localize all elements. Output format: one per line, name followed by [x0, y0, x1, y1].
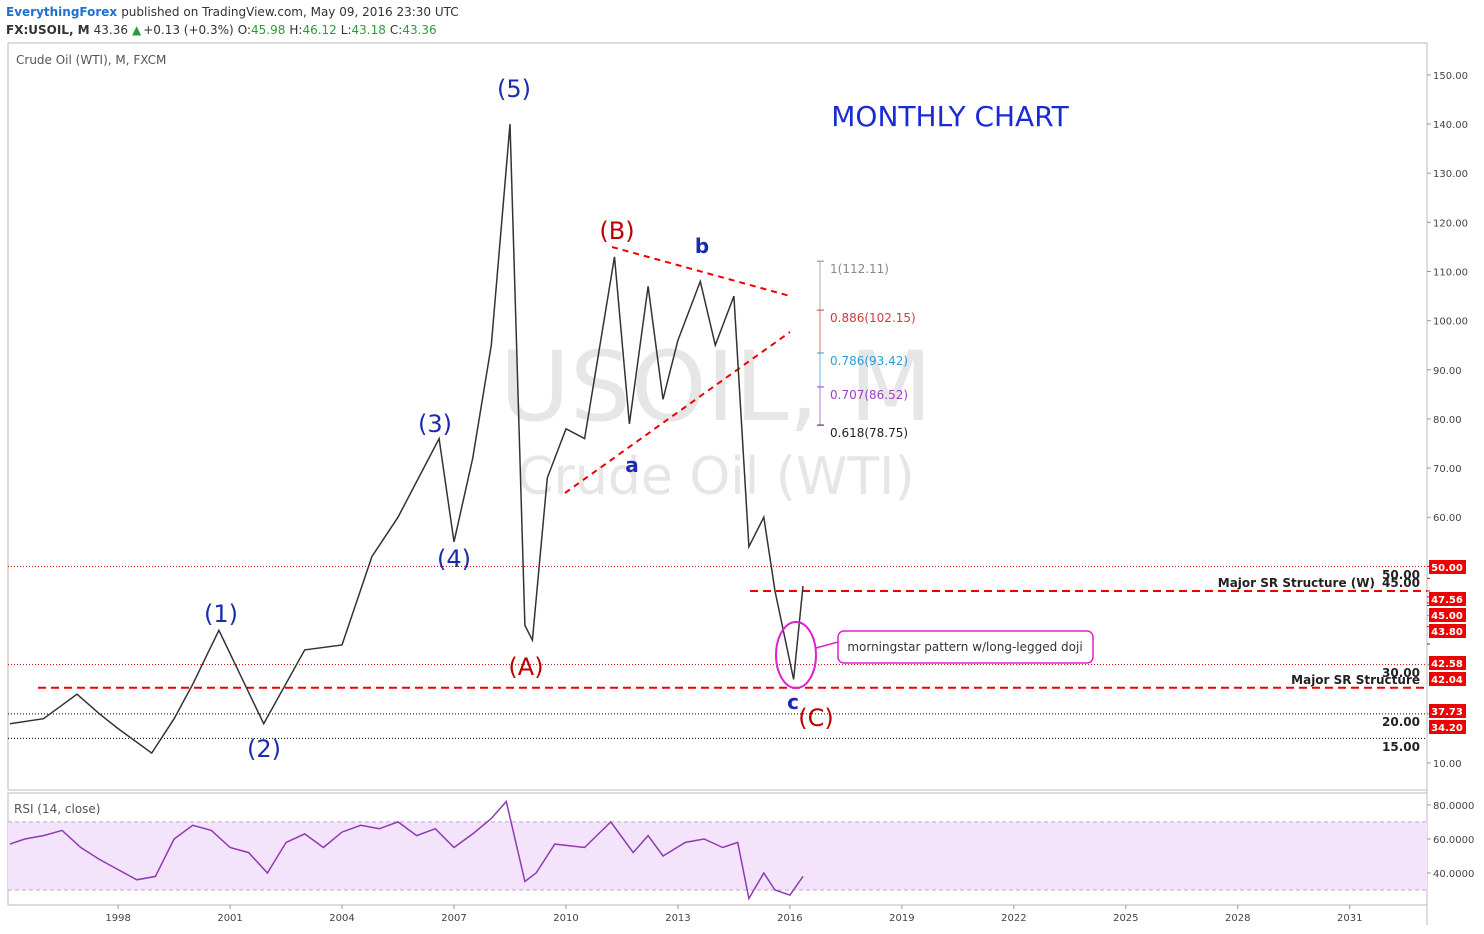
symbol: FX:USOIL, M	[6, 23, 90, 37]
y-tick-label: 80.0000	[1433, 801, 1474, 812]
callout-box	[837, 630, 1094, 664]
wave-label: (5)	[497, 75, 531, 103]
level-text: 45.00	[1382, 576, 1420, 590]
callout-pointer	[815, 641, 839, 649]
y-tick-label: 40.0000	[1433, 869, 1474, 880]
y-tick-label: 60.0000	[1433, 835, 1474, 846]
price-tag-label: 47.56	[1431, 595, 1463, 606]
y-tick-label: 80.00	[1433, 415, 1462, 426]
price-tag	[1429, 656, 1466, 670]
o-label: O:	[238, 23, 251, 37]
x-tick-label: 2031	[1337, 913, 1362, 924]
wave-label: a	[625, 453, 639, 477]
watermark: USOIL, M	[500, 331, 932, 443]
series-line	[9, 799, 804, 901]
price-tag	[1429, 560, 1466, 574]
price-tag-label: 42.04	[1431, 675, 1463, 686]
highlight	[775, 621, 817, 689]
low: 43.18	[352, 23, 386, 37]
watermark: Crude Oil (WTI)	[517, 447, 915, 507]
wave-label: (3)	[418, 410, 452, 438]
header-line2: FX:USOIL, M 43.36 ▲ +0.13 (+0.3%) O:45.98 H:4…	[6, 23, 437, 37]
wave-label: (A)	[508, 653, 543, 681]
price-tag	[1429, 704, 1466, 718]
x-tick-label: 2019	[889, 913, 914, 924]
y-tick-label: 10.00	[1433, 759, 1462, 770]
wave-label: (B)	[599, 217, 634, 245]
price-tag	[1429, 608, 1466, 622]
x-tick-label: 2001	[217, 913, 242, 924]
x-tick-label: 2010	[553, 913, 578, 924]
y-tick-label: 140.00	[1433, 120, 1468, 131]
x-tick-label: 2004	[329, 913, 354, 924]
y-tick-label: 150.00	[1433, 71, 1468, 82]
header-line1: EverythingForex published on TradingView.…	[6, 5, 459, 19]
wave-label: (C)	[798, 704, 833, 732]
price-tag	[1429, 592, 1466, 606]
y-tick-label: 130.00	[1433, 169, 1468, 180]
price-tag	[1429, 624, 1466, 638]
change: +0.13 (+0.3%)	[143, 23, 234, 37]
price-tag-label: 50.00	[1431, 563, 1463, 574]
fib-label: 0.707(86.52)	[830, 388, 908, 402]
pane-title: RSI (14, close)	[14, 802, 100, 816]
y-tick-label: 90.00	[1433, 366, 1462, 377]
y-tick-label: 120.00	[1433, 218, 1468, 229]
x-tick-label: 2016	[777, 913, 802, 924]
series-line	[9, 124, 804, 755]
x-tick-label: 2013	[665, 913, 690, 924]
annotation: MONTHLY CHART	[831, 100, 1069, 133]
c-label: C:	[390, 23, 402, 37]
wave-label: b	[695, 234, 709, 258]
open: 45.98	[251, 23, 285, 37]
level-text: Major SR Structure	[1291, 673, 1420, 687]
level-text: 15.00	[1382, 740, 1420, 754]
x-tick-label: 2028	[1225, 913, 1250, 924]
price-tag-label: 45.00	[1431, 611, 1463, 622]
price-tag	[1429, 720, 1466, 734]
wave-label: (4)	[437, 545, 471, 573]
trend-line	[611, 246, 791, 297]
y-tick-label: 70.00	[1433, 464, 1462, 475]
last: 43.36	[94, 23, 128, 37]
level-text: Major SR Structure (W)	[1218, 576, 1375, 590]
l-label: L:	[341, 23, 352, 37]
level-text: 20.00	[1382, 715, 1420, 729]
level-text: 50.00	[1382, 568, 1420, 582]
price-tag-label: 34.20	[1431, 723, 1463, 734]
y-tick-label: 110.00	[1433, 268, 1468, 279]
rsi-band	[8, 821, 1427, 891]
fib-label: 0.886(102.15)	[830, 311, 916, 325]
level-text: 30.00	[1382, 666, 1420, 680]
price-tag-label: 37.73	[1431, 707, 1463, 718]
close: 43.36	[402, 23, 436, 37]
h-label: H:	[289, 23, 302, 37]
high: 46.12	[302, 23, 336, 37]
fib-label: 0.618(78.75)	[830, 426, 908, 440]
x-tick-label: 2025	[1113, 913, 1138, 924]
wave-label: (2)	[247, 735, 281, 763]
x-tick-label: 2022	[1001, 913, 1026, 924]
trend-line	[564, 331, 791, 494]
price-tag	[1429, 672, 1466, 686]
x-tick-label: 1998	[105, 913, 130, 924]
y-tick-label: 100.00	[1433, 317, 1468, 328]
y-tick-label: 60.00	[1433, 513, 1462, 524]
published: published on TradingView.com, May 09, 20…	[121, 5, 458, 19]
price-tag-label: 42.58	[1431, 659, 1463, 670]
pane-title: Crude Oil (WTI), M, FXCM	[16, 53, 166, 67]
fib-label: 1(112.11)	[830, 262, 889, 276]
wave-label: c	[787, 690, 799, 714]
fib-label: 0.786(93.42)	[830, 354, 908, 368]
callout-text: morningstar pattern w/long-legged doji	[847, 640, 1082, 654]
price-tag-label: 43.80	[1431, 627, 1463, 638]
x-tick-label: 2007	[441, 913, 466, 924]
author[interactable]: EverythingForex	[6, 5, 117, 19]
wave-label: (1)	[204, 600, 238, 628]
arrow: ▲	[132, 23, 142, 37]
